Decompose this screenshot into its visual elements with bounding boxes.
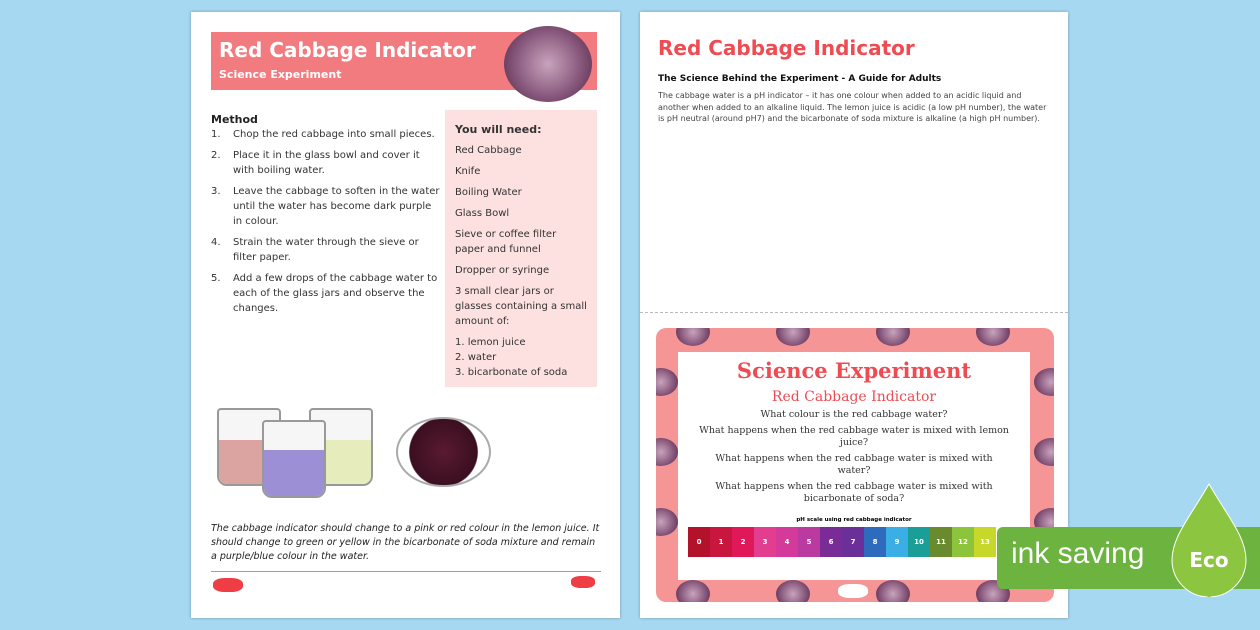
you-will-need-box: You will need: Red Cabbage Knife Boiling W… [445,110,597,387]
cabbage-pattern [656,368,678,396]
guide-text: The cabbage water is a pH indicator – it… [658,91,1047,123]
twinkl-logo [838,584,868,598]
need-item: 3 small clear jars or glasses containing… [455,286,587,327]
page-title: Red Cabbage Indicator [658,36,915,60]
method-step: 1. Chop the red cabbage into small pieces… [211,127,441,142]
step-number: 2. [211,150,221,161]
ph-swatch: 11 [930,527,952,557]
need-item: 3. bicarbonate of soda [455,367,568,378]
page-title: Red Cabbage Indicator [219,38,476,62]
jar-water [262,420,326,498]
step-number: 3. [211,186,221,197]
method-step: 3. Leave the cabbage to soften in the wat… [211,184,441,229]
poster: Science Experiment Red Cabbage Indicator… [656,328,1054,602]
ink-saving-label: ink saving [1011,537,1145,570]
ph-swatch: 2 [732,527,754,557]
eco-drop-icon: Eco [1171,482,1247,597]
method-section: Method 1. Chop the red cabbage into small… [211,112,441,322]
page-subtitle: Science Experiment [219,68,342,81]
need-item: Glass Bowl [455,208,510,219]
need-item: 1. lemon juice [455,337,526,348]
ph-swatch: 9 [886,527,908,557]
cabbage-pattern [676,328,710,346]
need-item: Sieve or coffee filter paper and funnel [455,229,557,255]
need-item: Boiling Water [455,187,522,198]
step-number: 5. [211,273,221,284]
cabbage-pattern [1034,438,1054,466]
ph-swatch: 4 [776,527,798,557]
twinkl-logo-small [571,576,595,588]
poster-question: What colour is the red cabbage water? [760,409,948,420]
cabbage-pattern [976,328,1010,346]
step-text: Leave the cabbage to soften in the water… [233,186,440,227]
ph-swatch: 3 [754,527,776,557]
poster-question: What happens when the red cabbage water … [699,425,1009,448]
cabbage-pattern [1034,368,1054,396]
ph-swatch: 0 [688,527,710,557]
step-number: 1. [211,129,221,140]
method-step: 4. Strain the water through the sieve or … [211,235,441,265]
need-item: Dropper or syringe [455,265,550,276]
cabbage-pattern [876,328,910,346]
step-text: Add a few drops of the cabbage water to … [233,273,438,314]
need-item: 2. water [455,352,497,363]
step-number: 4. [211,237,221,248]
poster-title: Science Experiment [736,358,972,383]
cabbage-pattern [776,328,810,346]
ph-swatch: 7 [842,527,864,557]
method-heading: Method [211,113,258,126]
method-step: 5. Add a few drops of the cabbage water t… [211,271,441,316]
guide-heading: The Science Behind the Experiment - A Gu… [658,74,942,84]
twinkl-logo [213,578,243,592]
method-step: 2. Place it in the glass bowl and cover i… [211,148,441,178]
need-heading: You will need: [455,123,542,136]
poster-question: What happens when the red cabbage water … [715,481,993,504]
ph-swatch: 8 [864,527,886,557]
cabbage-pattern [876,580,910,602]
ph-scale-label: pH scale using red cabbage indicator [796,517,912,523]
need-item: Knife [455,166,481,177]
ph-swatch: 10 [908,527,930,557]
poster-subtitle: Red Cabbage Indicator [771,389,937,405]
poster-question: What happens when the red cabbage water … [715,453,993,476]
step-text: Chop the red cabbage into small pieces. [233,129,435,140]
left-page: Red Cabbage Indicator Science Experiment… [191,12,620,618]
ph-swatch: 12 [952,527,974,557]
ph-swatch: 13 [974,527,996,557]
red-cabbage-image [504,26,592,102]
footer-divider [211,571,601,572]
ph-swatch: 6 [820,527,842,557]
cabbage-pattern [656,508,678,536]
step-text: Strain the water through the sieve or fi… [233,237,419,263]
right-page: Red Cabbage Indicator The Science Behind… [640,12,1068,618]
cabbage-pattern [656,438,678,466]
cabbage-pattern [676,580,710,602]
step-text: Place it in the glass bowl and cover it … [233,150,420,176]
bowl-of-cabbage-image [396,417,491,487]
ph-scale: 0 1 2 3 4 5 6 7 8 9 10 11 12 13 [688,527,1030,557]
cabbage-pattern [776,580,810,602]
poster-card: Science Experiment Red Cabbage Indicator… [678,352,1030,580]
result-text: The cabbage indicator should change to a… [211,523,600,562]
eco-label: Eco [1189,548,1228,572]
cut-line [640,312,1068,313]
need-item: Red Cabbage [455,145,522,156]
ph-swatch: 1 [710,527,732,557]
ph-swatch: 5 [798,527,820,557]
